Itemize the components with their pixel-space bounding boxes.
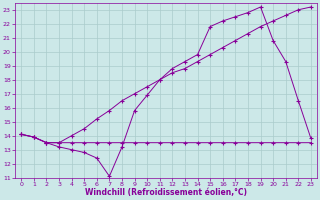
X-axis label: Windchill (Refroidissement éolien,°C): Windchill (Refroidissement éolien,°C) xyxy=(85,188,247,197)
